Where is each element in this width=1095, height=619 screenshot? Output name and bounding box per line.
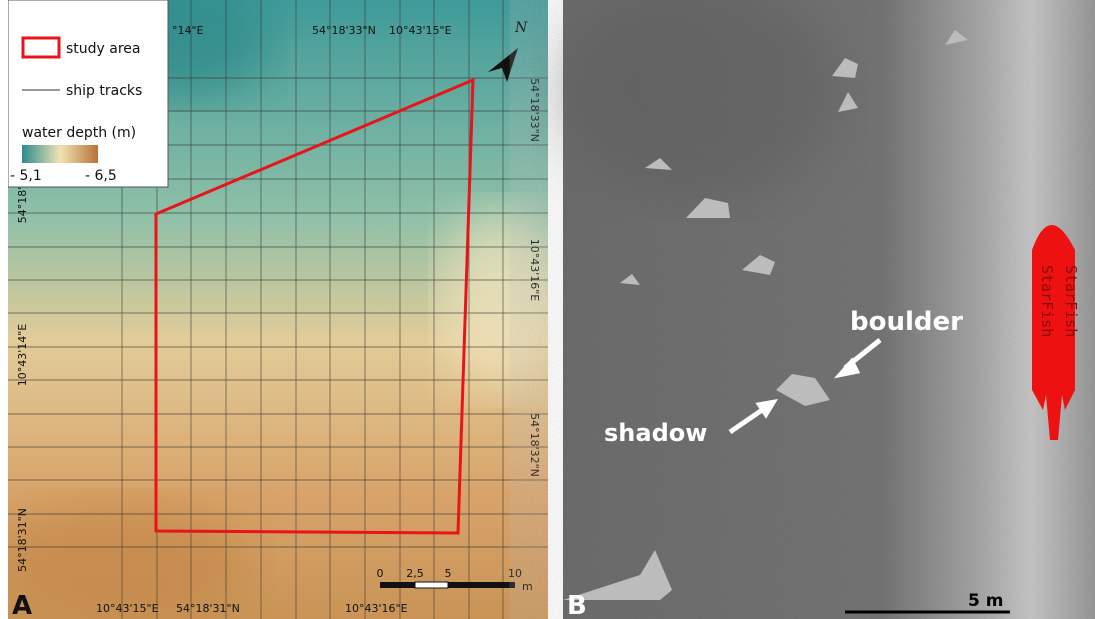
coord-label: 54°18' [16, 187, 29, 224]
ship-label: StarFish [1062, 265, 1080, 337]
ship-label: StarFish [1038, 265, 1056, 337]
coord-label: 10°43'15"E [96, 602, 159, 615]
north-label: N [514, 20, 528, 36]
panel-label: A [12, 591, 32, 619]
legend-title: water depth (m) [22, 125, 136, 141]
coord-label: 10°43'15"E [389, 24, 452, 37]
coord-label: 10°43'16"E [528, 239, 541, 302]
coord-label: 54°18'32"N [528, 413, 541, 477]
legend-label: - 5,1 [10, 168, 42, 184]
figure: study area ship tracks water depth (m) -… [0, 0, 1095, 619]
coord-label: 54°18'33"N [312, 24, 376, 37]
coord-label: 10°43'16"E [345, 602, 408, 615]
legend-label: - 6,5 [85, 168, 117, 184]
scale-label: 5 m [968, 591, 1003, 611]
coord-label: 54°18'31"N [176, 602, 240, 615]
scale-label: 2,5 [406, 567, 424, 580]
map-panel: study area ship tracks water depth (m) -… [0, 0, 560, 619]
coord-label: 54°18'33"N [528, 78, 541, 142]
coord-label: 10°43'14"E [16, 324, 29, 387]
annotation: boulder [850, 307, 963, 337]
legend-ramp [22, 145, 98, 163]
scale-unit: m [522, 580, 533, 593]
panel-label: B [567, 591, 587, 619]
scale-label: 5 [445, 567, 452, 580]
coord-label: °14"E [172, 24, 204, 37]
legend-label: study area [66, 41, 141, 57]
sonar-panel: StarFish StarFish boulder shadow 5 m B [560, 0, 1095, 619]
annotation: shadow [604, 419, 707, 447]
scale-label: 0 [377, 567, 384, 580]
coord-label: 54°18'31"N [16, 508, 29, 572]
legend-label: ship tracks [66, 83, 142, 99]
scale-label: 10 [508, 567, 522, 580]
